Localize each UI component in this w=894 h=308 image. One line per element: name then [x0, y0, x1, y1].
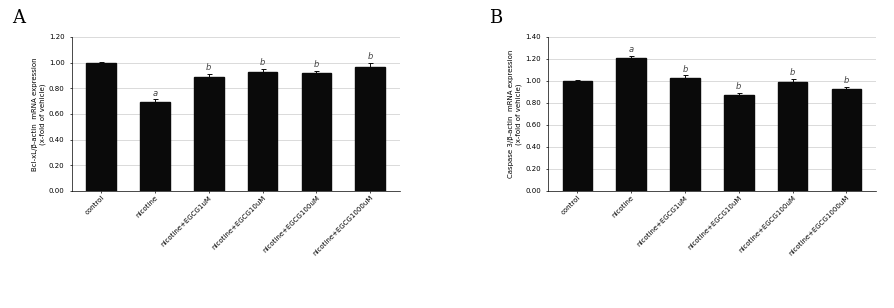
Y-axis label: Bcl-xL/β-actin  mRNA expression
(x-fold of vehicle): Bcl-xL/β-actin mRNA expression (x-fold o…	[32, 57, 46, 171]
Bar	[670, 78, 700, 191]
Bar	[140, 102, 170, 191]
Y-axis label: Caspase 3/β-actin  mRNA expression
(x-fold of vehicle): Caspase 3/β-actin mRNA expression (x-fol…	[509, 50, 522, 178]
Text: B: B	[489, 9, 502, 27]
Text: A: A	[13, 9, 25, 27]
Text: b: b	[260, 58, 266, 67]
Text: a: a	[628, 45, 634, 54]
Text: b: b	[207, 63, 212, 71]
Bar	[778, 82, 807, 191]
Bar	[87, 63, 116, 191]
Bar	[248, 72, 277, 191]
Text: b: b	[790, 68, 796, 77]
Text: b: b	[844, 76, 849, 85]
Text: b: b	[314, 60, 319, 69]
Text: b: b	[682, 65, 687, 74]
Text: a: a	[153, 88, 157, 98]
Bar	[617, 59, 646, 191]
Text: b: b	[736, 82, 741, 91]
Bar	[194, 77, 224, 191]
Bar	[724, 95, 754, 191]
Bar	[301, 73, 331, 191]
Bar	[831, 89, 861, 191]
Text: b: b	[367, 52, 373, 61]
Bar	[356, 67, 385, 191]
Bar	[562, 81, 592, 191]
